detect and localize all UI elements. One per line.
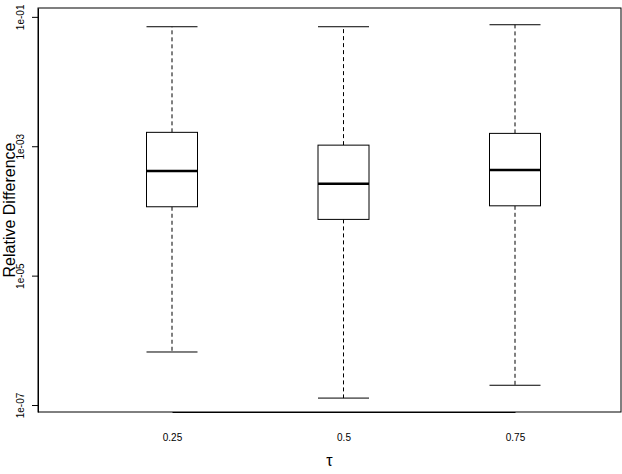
y-tick: 1e-03 [15, 134, 38, 160]
box [490, 133, 541, 205]
x-tick: 0.25 [163, 412, 183, 443]
x-tick: 0.75 [506, 412, 526, 443]
upper-cap [147, 26, 198, 27]
y-tick: 1e-01 [15, 4, 38, 30]
box-group [318, 27, 369, 398]
median [318, 183, 369, 186]
box-group [490, 25, 541, 386]
lower-cap [147, 351, 198, 352]
y-axis-title: Relative Difference [1, 142, 18, 277]
y-tick-label: 1e-07 [15, 392, 26, 418]
upper-whisker [515, 25, 516, 134]
lower-whisker [172, 207, 173, 352]
boxes [147, 25, 541, 398]
lower-whisker [343, 219, 344, 398]
median [490, 169, 541, 172]
chart: 1e-07 1e-05 1e-03 1e-01 0.25 0.5 0.75 τ Relative… [0, 0, 622, 474]
y-tick: 1e-05 [15, 263, 38, 289]
upper-whisker [172, 27, 173, 133]
upper-cap [490, 24, 541, 25]
y-tick: 1e-07 [15, 392, 38, 418]
y-axis: 1e-07 1e-05 1e-03 1e-01 [15, 4, 39, 418]
x-tick: 0.5 [337, 412, 351, 443]
x-tick-label: 0.5 [337, 432, 351, 443]
box [147, 132, 198, 206]
x-axis: 0.25 0.5 0.75 [163, 412, 526, 443]
lower-cap [318, 398, 369, 399]
x-tick-label: 0.25 [163, 432, 183, 443]
x-tick-label: 0.75 [506, 432, 526, 443]
median [147, 170, 198, 173]
y-tick-mark [32, 146, 38, 147]
lower-whisker [515, 206, 516, 385]
y-tick-mark [32, 276, 38, 277]
plot-frame [38, 8, 621, 412]
box [318, 145, 369, 219]
x-axis-title: τ [326, 452, 333, 469]
upper-cap [318, 26, 369, 27]
y-axis-line [38, 9, 39, 413]
x-axis-line [173, 412, 516, 413]
y-tick-mark [32, 405, 38, 406]
upper-whisker [343, 27, 344, 145]
box-group [147, 27, 198, 352]
y-tick-mark [32, 17, 38, 18]
y-tick-label: 1e-01 [15, 4, 26, 30]
lower-cap [490, 385, 541, 386]
